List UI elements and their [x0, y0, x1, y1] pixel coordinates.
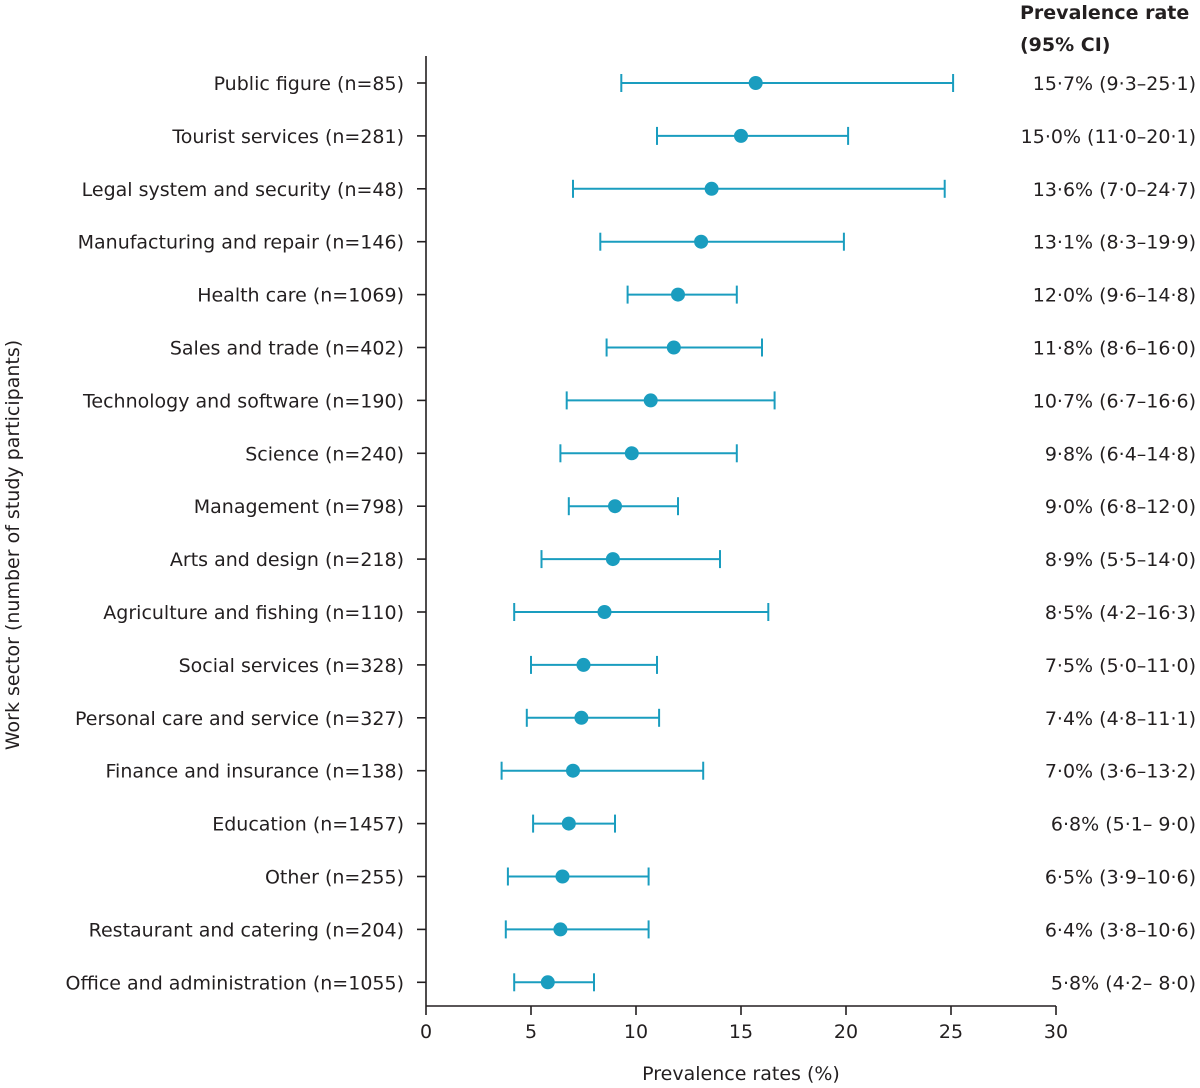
rate-label: 6·5% (3·9–10·6) — [1045, 867, 1196, 889]
labels-layer: 0 5 10 15 20 25 30 Public figure (n=85) 15·7% (9… — [66, 73, 1196, 1043]
category-label: Science (n=240) — [245, 443, 404, 465]
x-tick-label-15: 15 — [729, 1021, 753, 1043]
rate-label: 7·0% (3·6–13·2) — [1045, 761, 1196, 783]
x-tick-label-0: 0 — [420, 1021, 432, 1043]
category-label: Finance and insurance (n=138) — [106, 761, 405, 783]
category-label: Social services (n=328) — [179, 655, 404, 677]
axis-layer — [417, 56, 1057, 1015]
x-tick-label-5: 5 — [525, 1021, 537, 1043]
category-label: Technology and software (n=190) — [82, 390, 404, 412]
rate-label: 10·7% (6·7–16·6) — [1033, 390, 1196, 412]
rate-column-header-line2: (95% CI) — [1020, 34, 1110, 56]
rate-label: 9·8% (6·4–14·8) — [1045, 443, 1196, 465]
rate-label: 12·0% (9·6–14·8) — [1033, 285, 1196, 307]
rate-label: 13·6% (7·0–24·7) — [1033, 179, 1196, 201]
rate-label: 15·0% (11·0–20·1) — [1021, 126, 1196, 148]
rate-label: 6·4% (3·8–10·6) — [1045, 919, 1196, 941]
category-label: Manufacturing and repair (n=146) — [78, 232, 404, 254]
category-label: Management (n=798) — [194, 496, 404, 518]
point-estimate — [734, 128, 748, 143]
point-estimate — [704, 181, 719, 196]
rate-label: 11·8% (8·6–16·0) — [1033, 338, 1196, 360]
rate-label: 15·7% (9·3–25·1) — [1033, 73, 1196, 95]
point-estimate — [605, 552, 620, 567]
point-estimate — [643, 393, 658, 408]
category-label: Arts and design (n=218) — [170, 549, 404, 571]
category-label: Public figure (n=85) — [214, 73, 404, 95]
point-estimate — [540, 975, 555, 990]
point-estimate — [624, 446, 639, 461]
category-label: Office and administration (n=1055) — [66, 972, 404, 994]
point-estimate — [608, 499, 622, 514]
point-estimate — [553, 922, 568, 937]
rate-label: 8·5% (4·2–16·3) — [1045, 602, 1196, 624]
point-estimate — [666, 340, 681, 355]
rate-label: 6·8% (5·1– 9·0) — [1051, 814, 1196, 836]
point-estimate — [748, 76, 763, 90]
point-estimate — [671, 287, 685, 302]
x-tick-label-10: 10 — [624, 1021, 648, 1043]
rate-label: 8·9% (5·5–14·0) — [1045, 549, 1196, 571]
category-label: Personal care and service (n=327) — [75, 708, 404, 730]
point-estimate — [576, 657, 591, 672]
category-label: Education (n=1457) — [212, 814, 404, 836]
point-estimate — [694, 234, 709, 249]
category-label: Agriculture and fishing (n=110) — [103, 602, 404, 624]
category-label: Restaurant and catering (n=204) — [89, 919, 404, 941]
rate-label: 9·0% (6·8–12·0) — [1045, 496, 1196, 518]
rate-label: 7·5% (5·0–11·0) — [1045, 655, 1196, 677]
point-estimate — [597, 605, 612, 619]
rate-label: 7·4% (4·8–11·1) — [1045, 708, 1196, 730]
point-estimate — [555, 869, 570, 884]
point-estimate — [561, 816, 576, 831]
category-label: Health care (n=1069) — [197, 285, 404, 307]
x-tick-label-20: 20 — [834, 1021, 858, 1043]
x-axis-title: Prevalence rates (%) — [642, 1063, 840, 1085]
y-axis-title: Work sector (number of study participant… — [2, 340, 24, 750]
category-label: Other (n=255) — [265, 867, 404, 889]
point-estimate — [574, 710, 589, 725]
category-label: Sales and trade (n=402) — [170, 338, 404, 360]
point-estimate — [566, 763, 580, 778]
rate-column-header-line1: Prevalence rate — [1020, 2, 1189, 24]
x-tick-label-25: 25 — [939, 1021, 963, 1043]
marks-layer — [500, 74, 955, 992]
x-tick-label-30: 30 — [1044, 1021, 1068, 1043]
category-label: Tourist services (n=281) — [171, 126, 404, 148]
category-label: Legal system and security (n=48) — [82, 179, 404, 201]
rate-label: 5·8% (4·2– 8·0) — [1051, 972, 1196, 994]
rate-label: 13·1% (8·3–19·9) — [1033, 232, 1196, 254]
